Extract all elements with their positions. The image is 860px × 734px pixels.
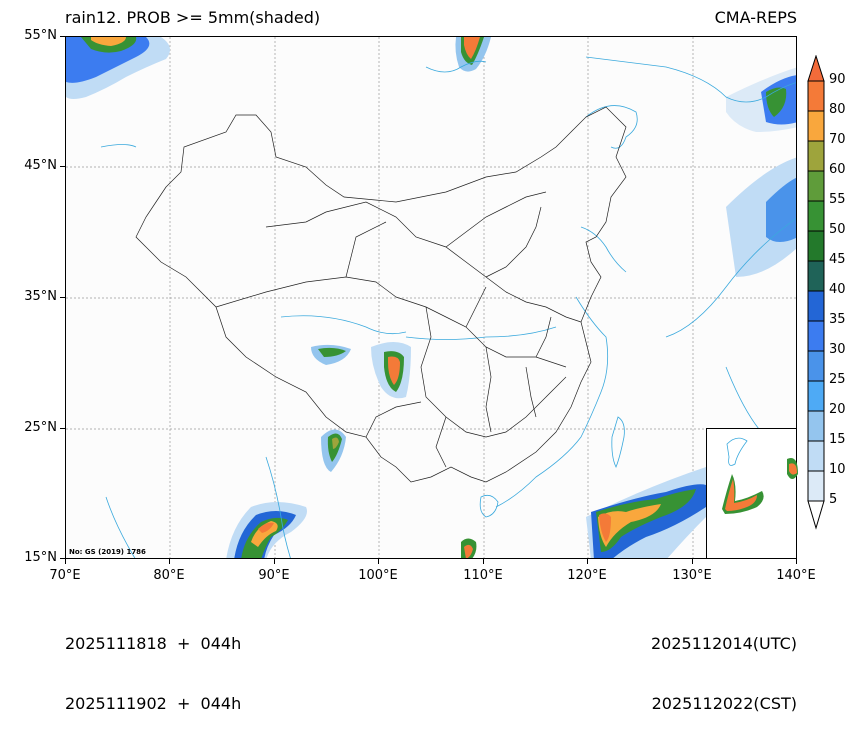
precip-baikal (455, 37, 491, 72)
colorbar-label: 60 (829, 162, 846, 177)
colorbar-label: 10 (829, 462, 846, 477)
colorbar-label: 25 (829, 372, 846, 387)
y-tick-mark (60, 166, 65, 167)
x-tick-140: 140°E (776, 568, 816, 583)
colorbar-label: 20 (829, 402, 846, 417)
y-tick-mark (60, 558, 65, 559)
south-china-sea-inset (706, 428, 798, 559)
colorbar-label: 80 (829, 102, 846, 117)
valid-time-block: 2025112014(UTC) 2025112022(CST) (651, 594, 797, 734)
colorbar-graphic (807, 54, 825, 530)
y-tick-mark (60, 36, 65, 37)
precip-bay-of-bengal (226, 502, 307, 558)
colorbar-bottom-extend (807, 500, 825, 530)
x-tick-mark (65, 559, 66, 564)
colorbar-segment (807, 110, 825, 142)
x-tick-110: 110°E (463, 568, 503, 583)
colorbar-segment (807, 260, 825, 292)
colorbar-label: 45 (829, 252, 846, 267)
colorbar-segment (807, 80, 825, 112)
x-tick-80: 80°E (153, 568, 185, 583)
colorbar (807, 54, 825, 539)
y-tick-35: 35°N (24, 289, 57, 304)
gridlines (66, 37, 796, 558)
x-tick-mark (796, 559, 797, 564)
colorbar-label: 90 (829, 72, 846, 87)
map-approval-note: No: GS (2019) 1786 (69, 548, 146, 556)
precip-south-china-sea (461, 538, 477, 558)
colorbar-segment (807, 320, 825, 352)
precip-myanmar (321, 429, 346, 472)
y-tick-mark (60, 428, 65, 429)
x-tick-mark (378, 559, 379, 564)
x-tick-mark (587, 559, 588, 564)
colorbar-label: 70 (829, 132, 846, 147)
coastlines (100, 56, 796, 558)
colorbar-segment (807, 140, 825, 172)
colorbar-segment (807, 440, 825, 472)
x-tick-130: 130°E (672, 568, 712, 583)
y-tick-15: 15°N (24, 550, 57, 565)
valid-time-utc: 2025112014(UTC) (651, 634, 797, 653)
x-tick-mark (169, 559, 170, 564)
x-tick-120: 120°E (567, 568, 607, 583)
y-tick-55: 55°N (24, 28, 57, 43)
y-tick-25: 25°N (24, 420, 57, 435)
x-tick-mark (483, 559, 484, 564)
init-time-utc: 2025111818 + 044h (65, 634, 242, 653)
map-plot-area (65, 36, 797, 559)
colorbar-segment (807, 380, 825, 412)
chart-title: rain12. PROB >= 5mm(shaded) (65, 8, 321, 27)
map-canvas (66, 37, 796, 558)
inset-canvas (722, 437, 798, 514)
colorbar-label: 50 (829, 222, 846, 237)
precip-northwest (66, 37, 170, 99)
valid-time-cst: 2025112022(CST) (651, 694, 797, 713)
colorbar-label: 35 (829, 312, 846, 327)
x-tick-mark (274, 559, 275, 564)
country-borders (135, 106, 627, 483)
colorbar-top-extend (807, 54, 825, 82)
colorbar-label: 5 (829, 492, 838, 507)
colorbar-label: 40 (829, 282, 846, 297)
colorbar-segment (807, 470, 825, 502)
colorbar-segment (807, 170, 825, 202)
colorbar-segment (807, 230, 825, 262)
colorbar-segment (807, 200, 825, 232)
colorbar-label: 30 (829, 342, 846, 357)
y-tick-mark (60, 297, 65, 298)
model-name: CMA-REPS (714, 8, 797, 27)
x-tick-100: 100°E (358, 568, 398, 583)
x-tick-70: 70°E (49, 568, 81, 583)
colorbar-segment (807, 290, 825, 322)
x-tick-90: 90°E (258, 568, 290, 583)
y-tick-45: 45°N (24, 158, 57, 173)
colorbar-label: 15 (829, 432, 846, 447)
precip-northeast (726, 67, 796, 277)
init-time-block: 2025111818 + 044h 2025111902 + 044h (65, 594, 241, 734)
x-tick-mark (692, 559, 693, 564)
init-time-cst: 2025111902 + 044h (65, 694, 242, 713)
precip-philippine-sea (586, 467, 706, 558)
colorbar-label: 55 (829, 192, 846, 207)
colorbar-segment (807, 410, 825, 442)
colorbar-segment (807, 350, 825, 382)
precip-sichuan (311, 342, 411, 399)
